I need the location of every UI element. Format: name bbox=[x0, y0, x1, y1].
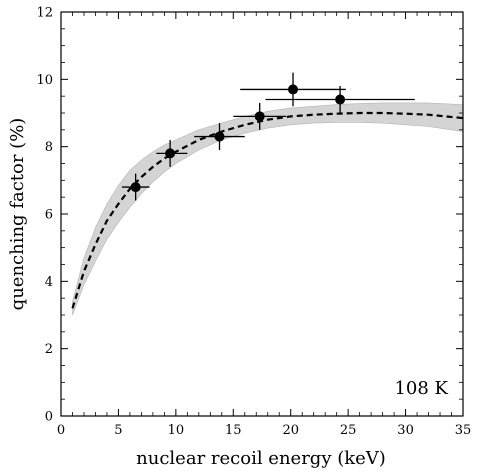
y-tick-label: 2 bbox=[45, 342, 53, 357]
x-tick-label: 0 bbox=[57, 423, 65, 438]
data-point-6 bbox=[265, 86, 415, 113]
uncertainty-band-layer bbox=[72, 102, 464, 316]
axis-ticks: 0 5 10 15 20 25 30 35 0 2 4 6 8 10 12 bbox=[36, 6, 471, 439]
y-tick-label: 0 bbox=[45, 410, 53, 425]
x-tick-label: 10 bbox=[168, 423, 185, 438]
data-point-marker bbox=[288, 84, 299, 95]
fit-curve-layer bbox=[71, 111, 464, 309]
data-points-layer bbox=[121, 72, 415, 201]
y-tick-label: 8 bbox=[45, 140, 53, 155]
x-axis-title: nuclear recoil energy (keV) bbox=[136, 448, 386, 469]
y-tick-label: 4 bbox=[45, 275, 53, 290]
data-point-marker bbox=[130, 182, 141, 193]
y-axis-title: quenching factor (%) bbox=[7, 118, 28, 311]
x-tick-label: 20 bbox=[282, 423, 299, 438]
data-point-1 bbox=[121, 173, 150, 201]
data-point-marker bbox=[165, 148, 176, 159]
temperature-annotation: 108 K bbox=[394, 378, 448, 399]
uncertainty-band bbox=[72, 102, 464, 316]
x-tick-label: 25 bbox=[340, 423, 357, 438]
data-point-2 bbox=[156, 139, 188, 167]
y-tick-label: 6 bbox=[45, 208, 53, 223]
data-point-5 bbox=[240, 72, 346, 107]
x-tick-label: 30 bbox=[397, 423, 414, 438]
x-tick-label: 5 bbox=[114, 423, 122, 438]
data-point-4 bbox=[233, 102, 287, 130]
x-tick-label: 35 bbox=[455, 423, 472, 438]
data-point-marker bbox=[335, 94, 346, 105]
data-point-marker bbox=[214, 131, 225, 142]
fit-curve bbox=[71, 111, 464, 309]
data-point-3 bbox=[194, 123, 245, 151]
data-point-marker bbox=[254, 111, 265, 122]
y-tick-label: 12 bbox=[36, 6, 53, 21]
y-tick-label: 10 bbox=[36, 73, 53, 88]
x-tick-label: 15 bbox=[225, 423, 242, 438]
